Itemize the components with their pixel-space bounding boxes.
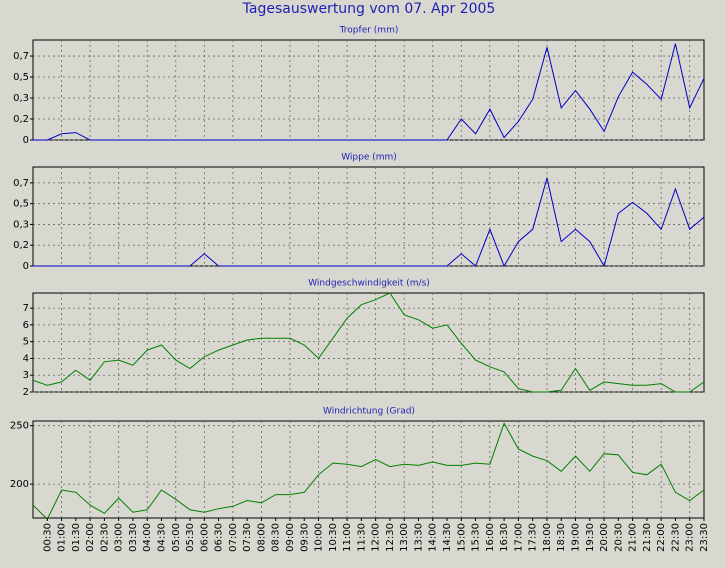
x-tick-label: 16:00 <box>485 523 496 552</box>
x-tick-label: 12:30 <box>385 523 396 552</box>
page-title: Tagesauswertung vom 07. Apr 2005 <box>242 1 496 17</box>
x-tick-label: 07:00 <box>228 523 239 552</box>
y-tick-label: 0,7 <box>13 178 29 189</box>
x-tick-label: 19:00 <box>571 523 582 552</box>
x-tick-label: 13:00 <box>399 523 410 552</box>
x-tick-label: 18:30 <box>556 523 567 552</box>
y-tick-label: 6 <box>23 320 29 331</box>
x-tick-label: 03:30 <box>128 523 139 552</box>
y-tick-label: 0,5 <box>13 72 29 83</box>
plot-area <box>32 420 705 519</box>
x-tick-label: 02:30 <box>99 523 110 552</box>
x-tick-label: 12:00 <box>371 523 382 552</box>
x-tick-label: 23:30 <box>699 523 710 552</box>
x-tick-label: 08:00 <box>256 523 267 552</box>
x-tick-label: 01:00 <box>57 523 68 552</box>
x-tick-label: 10:30 <box>328 523 339 552</box>
x-tick-label: 08:30 <box>271 523 282 552</box>
plot-area <box>32 39 705 141</box>
y-tick-label: 0,3 <box>13 219 29 230</box>
x-tick-label: 05:30 <box>185 523 196 552</box>
y-tick-label: 4 <box>23 353 29 364</box>
x-tick-label: 09:00 <box>285 523 296 552</box>
x-tick-label: 06:30 <box>214 523 225 552</box>
x-tick-label: 20:00 <box>599 523 610 552</box>
y-tick-label: 200 <box>10 479 29 490</box>
x-tick-label: 22:00 <box>656 523 667 552</box>
y-tick-label: 0,7 <box>13 51 29 62</box>
x-tick-label: 15:00 <box>456 523 467 552</box>
x-tick-label: 15:30 <box>471 523 482 552</box>
x-tick-label: 20:30 <box>613 523 624 552</box>
data-line <box>32 422 705 521</box>
y-tick-label: 0,5 <box>13 199 29 210</box>
x-tick-label: 11:30 <box>356 523 367 552</box>
x-tick-label: 07:30 <box>242 523 253 552</box>
y-tick-label: 7 <box>23 303 29 314</box>
x-tick-label: 01:30 <box>71 523 82 552</box>
x-tick-label: 19:30 <box>585 523 596 552</box>
x-tick-label: 16:30 <box>499 523 510 552</box>
subplot-title: Windrichtung (Grad) <box>323 407 415 417</box>
subplot-title: Windgeschwindigkeit (m/s) <box>308 279 430 289</box>
subplot-title: Tropfer (mm) <box>339 26 399 36</box>
y-tick-label: 0,3 <box>13 93 29 104</box>
x-tick-label: 10:00 <box>314 523 325 552</box>
plot-area <box>32 166 705 267</box>
data-line <box>33 43 705 141</box>
x-tick-label: 06:00 <box>199 523 210 552</box>
x-tick-label: 18:00 <box>542 523 553 552</box>
x-tick-label: 11:00 <box>342 523 353 552</box>
x-tick-label: 02:00 <box>85 523 96 552</box>
x-tick-label: 21:00 <box>628 523 639 552</box>
y-tick-label: 2 <box>23 387 29 398</box>
y-tick-label: 0,2 <box>13 240 29 251</box>
y-tick-label: 0 <box>23 135 29 146</box>
x-tick-label: 21:30 <box>642 523 653 552</box>
x-tick-label: 04:00 <box>142 523 153 552</box>
x-tick-label: 05:00 <box>171 523 182 552</box>
x-tick-label: 09:30 <box>299 523 310 552</box>
x-tick-label: 17:00 <box>513 523 524 552</box>
x-tick-label: 13:30 <box>413 523 424 552</box>
x-tick-label: 14:00 <box>428 523 439 552</box>
subplot-title: Wippe (mm) <box>341 153 397 163</box>
x-tick-label: 04:30 <box>156 523 167 552</box>
x-tick-label: 23:00 <box>685 523 696 552</box>
data-line <box>32 292 705 393</box>
y-tick-label: 0,2 <box>13 114 29 125</box>
y-tick-label: 0 <box>23 261 29 272</box>
x-tick-label: 17:30 <box>528 523 539 552</box>
y-tick-label: 5 <box>23 337 29 348</box>
y-tick-label: 250 <box>10 421 29 432</box>
x-tick-label: 14:30 <box>442 523 453 552</box>
x-tick-label: 03:00 <box>114 523 125 552</box>
x-tick-label: 00:30 <box>42 523 53 552</box>
x-tick-label: 22:30 <box>670 523 681 552</box>
y-tick-label: 3 <box>23 370 29 381</box>
data-line <box>33 177 705 268</box>
